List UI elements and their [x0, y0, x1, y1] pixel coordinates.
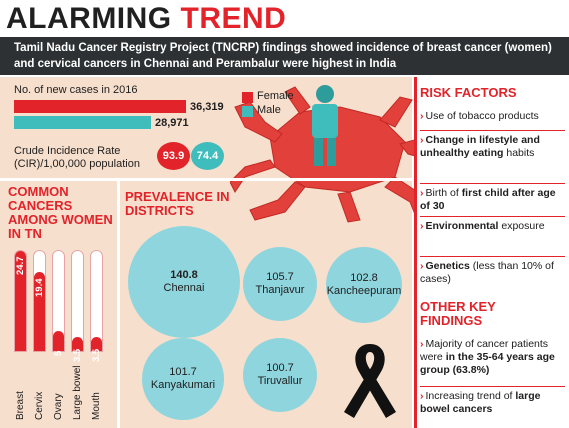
chevron-right-icon: ›	[420, 187, 424, 199]
awareness-ribbon-icon	[344, 344, 396, 418]
list-separator	[420, 216, 565, 217]
risk-factor-item: › Use of tobacco products	[420, 110, 539, 122]
chevron-right-icon: ›	[420, 338, 424, 350]
district-circle-chennai: 140.8 Chennai	[128, 226, 240, 338]
male-cases-value: 28,971	[155, 117, 189, 129]
headline-word-alarming: ALARMING	[6, 2, 172, 35]
risk-factors-title: RISK FACTORS	[420, 85, 517, 100]
cir-male-badge: 74.4	[191, 142, 224, 170]
list-separator	[420, 256, 565, 257]
district-value: 102.8	[350, 272, 378, 284]
risk-factor-item: › Environmental exposure	[420, 220, 545, 232]
common-cancers-title: COMMON CANCERS AMONG WOMEN IN TN	[8, 184, 113, 241]
district-name: Kancheepuram	[326, 285, 402, 297]
cancer-name: Ovary	[53, 393, 64, 420]
finding-item: › Majority of cancer patients were in the…	[420, 338, 555, 376]
district-name: Thanjavur	[255, 284, 305, 296]
headline: ALARMING TREND	[6, 2, 286, 36]
cancer-bar-fill	[15, 251, 26, 351]
female-cases-bar	[14, 100, 186, 113]
person-figure-icon	[312, 85, 338, 166]
cancer-name: Mouth	[91, 392, 102, 420]
prevalence-title-text: PREVALENCE IN DISTRICTS	[125, 189, 230, 218]
district-name: Chennai	[163, 282, 205, 294]
list-separator	[420, 130, 565, 131]
list-separator	[420, 386, 565, 387]
cancer-bar-large-bowel	[71, 250, 84, 352]
district-circle-kancheepuram: 102.8 Kancheepuram	[326, 247, 402, 323]
column-divider	[117, 181, 120, 428]
district-name: Kanyakumari	[150, 379, 216, 391]
district-name: Tiruvallur	[257, 375, 303, 387]
chevron-right-icon: ›	[420, 110, 424, 122]
right-panel-border	[414, 77, 417, 428]
risk-factor-item: › Genetics (less than 10% of cases)	[420, 260, 554, 285]
cancer-name: Large bowel	[72, 365, 83, 420]
cancer-value: 3.5	[91, 348, 102, 362]
headline-word-trend: TREND	[180, 2, 287, 35]
district-value: 100.7	[266, 362, 294, 374]
cancer-name: Cervix	[34, 391, 45, 420]
chevron-right-icon: ›	[420, 220, 424, 232]
chevron-right-icon: ›	[420, 260, 424, 272]
cancer-bar-mouth	[90, 250, 103, 352]
district-value: 105.7	[266, 271, 294, 283]
chevron-right-icon: ›	[420, 134, 424, 146]
cancer-value: 5	[53, 350, 64, 356]
new-cases-title: No. of new cases in 2016	[14, 84, 138, 96]
district-circle-tiruvallur: 100.7 Tiruvallur	[243, 338, 317, 412]
right-panel	[414, 77, 569, 428]
cir-female-value: 93.9	[162, 150, 185, 162]
cancer-bar-fill	[53, 331, 64, 351]
cancer-bar-breast	[14, 250, 27, 352]
cir-male-value: 74.4	[196, 150, 219, 162]
finding-item: › Increasing trend of large bowel cancers	[420, 390, 541, 415]
cancer-bar-cervix	[33, 250, 46, 352]
legend-male-swatch	[242, 106, 253, 117]
female-cases-value: 36,319	[190, 101, 224, 113]
cancer-name: Breast	[15, 391, 26, 420]
legend-male-label: Male	[257, 104, 281, 116]
cancer-bar-fill	[34, 272, 45, 351]
prevalence-title: PREVALENCE IN DISTRICTS	[125, 190, 235, 218]
cir-label: Crude Incidence Rate (CIR)/1,00,000 popu…	[14, 145, 140, 170]
cancer-value: 3.5	[72, 348, 83, 362]
district-value: 140.8	[170, 269, 198, 281]
legend-female-swatch	[242, 92, 253, 103]
district-circle-thanjavur: 105.7 Thanjavur	[243, 247, 317, 321]
cancer-value: 24.7	[15, 256, 26, 276]
section-divider	[0, 178, 412, 181]
cancer-value: 19.4	[34, 278, 45, 298]
chevron-right-icon: ›	[420, 390, 424, 402]
legend-female-label: Female	[257, 90, 294, 102]
cancer-bar-fill	[72, 337, 83, 351]
cir-female-badge: 93.9	[157, 142, 190, 170]
intro-banner: Tamil Nadu Cancer Registry Project (TNCR…	[0, 37, 569, 75]
other-findings-title: OTHER KEY FINDINGS	[420, 299, 496, 328]
risk-factor-item: › Change in lifestyle and unhealthy eatin…	[420, 134, 540, 159]
list-separator	[420, 183, 565, 184]
cancer-bar-fill	[91, 337, 102, 351]
cancer-bar-ovary	[52, 250, 65, 352]
district-circle-kanyakumari: 101.7 Kanyakumari	[142, 338, 224, 420]
district-value: 101.7	[169, 366, 197, 378]
risk-factor-item: › Birth of first child after age of 30	[420, 187, 556, 212]
male-cases-bar	[14, 116, 151, 129]
